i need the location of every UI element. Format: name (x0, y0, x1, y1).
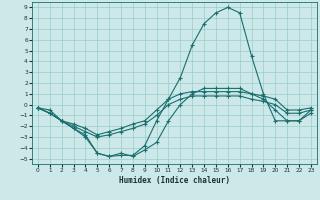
X-axis label: Humidex (Indice chaleur): Humidex (Indice chaleur) (119, 176, 230, 185)
